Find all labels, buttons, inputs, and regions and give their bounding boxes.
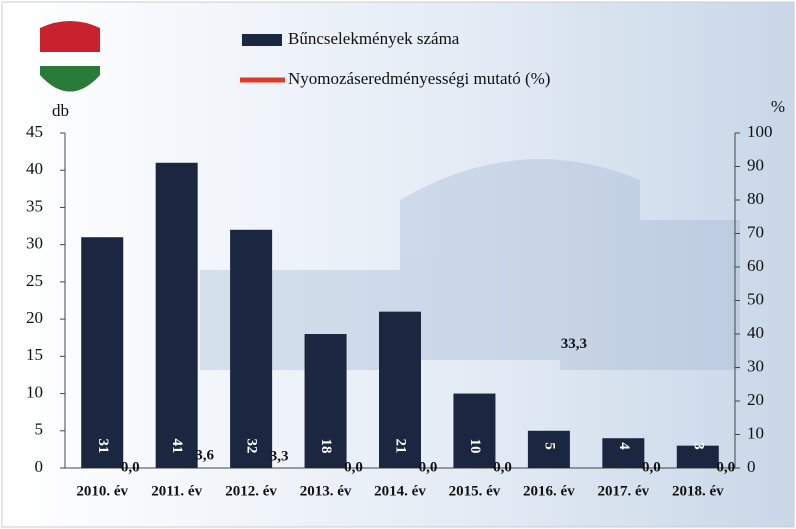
y-tick-label: 25 (26, 271, 43, 290)
y2-tick-label: 0 (747, 457, 756, 476)
line-value-label: 33,3 (561, 336, 587, 352)
x-tick-label: 2013. év (300, 483, 352, 499)
y-tick-label: 20 (26, 308, 43, 327)
y-axis-label: db (52, 101, 69, 120)
line-value-label: 0,0 (344, 459, 363, 475)
x-tick-label: 2018. év (672, 483, 724, 499)
y-tick-label: 35 (26, 196, 43, 215)
y-tick-label: 5 (35, 420, 44, 439)
y2-axis-label: % (771, 97, 785, 116)
bar-label: 4 (616, 442, 632, 450)
y-tick-label: 45 (26, 122, 43, 141)
line-value-label: 0,0 (493, 459, 512, 475)
y2-tick-label: 20 (747, 390, 764, 409)
y-tick-label: 40 (26, 159, 43, 178)
bar-label: 41 (169, 439, 185, 454)
x-tick-label: 2010. év (76, 483, 128, 499)
y-tick-label: 15 (26, 345, 43, 364)
bar-label: 32 (244, 439, 260, 454)
x-tick-label: 2017. év (597, 483, 649, 499)
police-logo (40, 21, 100, 92)
line-value-label: 3,6 (195, 447, 214, 463)
line-value-label: 0,0 (642, 459, 661, 475)
bar-label: 31 (95, 439, 111, 454)
y2-tick-label: 10 (747, 423, 764, 442)
line-value-label: 0,0 (716, 459, 735, 475)
line-value-label: 3,3 (270, 448, 289, 464)
y-tick-label: 0 (35, 457, 44, 476)
y-tick-label: 10 (26, 382, 43, 401)
y2-tick-label: 60 (747, 256, 764, 275)
legend-label: Nyomozáseredményességi mutató (%) (288, 69, 550, 88)
bar-label: 18 (318, 439, 334, 454)
y-tick-label: 30 (26, 234, 43, 253)
line-value-label: 0,0 (419, 459, 438, 475)
y2-tick-label: 50 (747, 289, 764, 308)
bar-label: 21 (393, 439, 409, 454)
legend-swatch (242, 34, 282, 46)
x-tick-label: 2016. év (523, 483, 575, 499)
y2-tick-label: 100 (747, 122, 773, 141)
x-tick-label: 2015. év (449, 483, 501, 499)
bar-label: 10 (467, 439, 483, 454)
bar (156, 163, 198, 468)
chart: Bűncselekmények száma Nyomozáseredményess… (0, 0, 796, 529)
y2-tick-label: 40 (747, 323, 764, 342)
legend-label: Bűncselekmények száma (288, 29, 460, 48)
bar (81, 237, 123, 468)
bar (230, 230, 272, 468)
x-tick-label: 2012. év (225, 483, 277, 499)
y2-tick-label: 70 (747, 222, 764, 241)
x-tick-label: 2014. év (374, 483, 426, 499)
y2-tick-label: 80 (747, 189, 764, 208)
y2-tick-label: 30 (747, 356, 764, 375)
bar-label: 5 (541, 442, 557, 450)
y2-tick-label: 90 (747, 155, 764, 174)
bar-label: 3 (690, 442, 706, 450)
line-value-label: 0,0 (121, 459, 140, 475)
x-tick-label: 2011. év (151, 483, 202, 499)
bar (453, 394, 495, 468)
